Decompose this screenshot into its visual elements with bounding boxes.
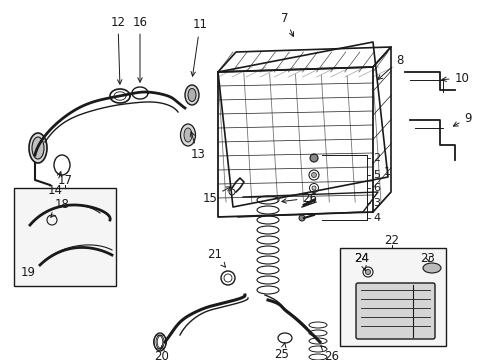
Circle shape [309, 154, 317, 162]
Ellipse shape [422, 263, 440, 273]
Text: 24: 24 [354, 252, 369, 270]
Ellipse shape [32, 137, 44, 159]
Text: 2: 2 [373, 153, 380, 163]
Text: 16: 16 [132, 15, 147, 82]
Text: 6: 6 [373, 183, 380, 193]
Text: 23: 23 [420, 252, 434, 265]
Text: 20: 20 [154, 346, 169, 360]
Text: 14: 14 [47, 172, 62, 197]
Ellipse shape [180, 124, 195, 146]
Text: 22: 22 [384, 234, 399, 247]
Ellipse shape [29, 133, 47, 163]
Circle shape [311, 186, 315, 190]
Text: 24: 24 [354, 252, 369, 265]
Text: 19: 19 [20, 266, 36, 279]
Text: 1: 1 [383, 167, 390, 177]
Text: 17: 17 [58, 174, 72, 186]
FancyBboxPatch shape [355, 283, 434, 339]
Text: 15: 15 [202, 187, 230, 204]
Text: 18: 18 [51, 198, 69, 217]
Bar [14, 188, 116, 286]
Text: 9: 9 [452, 112, 471, 126]
Text: 5: 5 [373, 170, 380, 180]
Text: 8: 8 [377, 54, 403, 80]
Text: 26: 26 [281, 192, 317, 204]
Text: 13: 13 [190, 132, 205, 162]
Text: 12: 12 [110, 15, 125, 84]
Text: 4: 4 [373, 213, 380, 223]
Text: 7: 7 [281, 12, 293, 36]
Bar [339, 248, 445, 346]
Text: 11: 11 [191, 18, 207, 76]
Circle shape [365, 270, 370, 274]
Text: 21: 21 [207, 248, 225, 267]
Text: 25: 25 [274, 343, 289, 360]
Ellipse shape [183, 128, 192, 142]
Circle shape [311, 172, 316, 177]
Ellipse shape [184, 85, 199, 105]
Ellipse shape [187, 89, 196, 102]
Text: 10: 10 [441, 72, 468, 85]
Circle shape [298, 215, 305, 221]
Text: 26: 26 [320, 346, 339, 360]
Text: 3: 3 [373, 198, 380, 208]
